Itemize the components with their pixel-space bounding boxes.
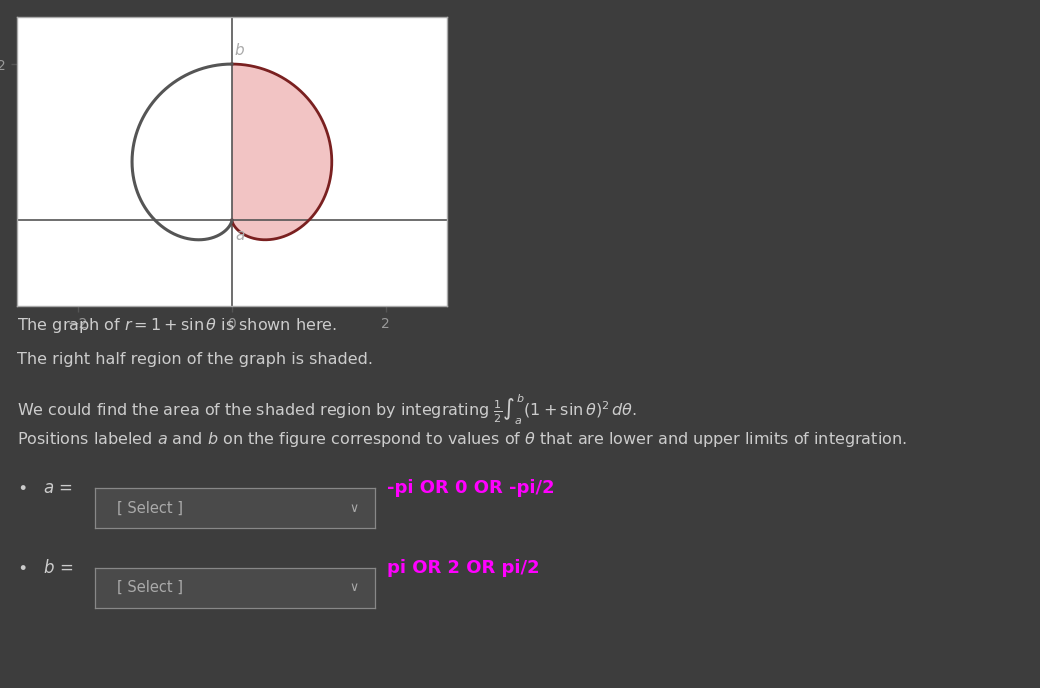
Text: The right half region of the graph is shaded.: The right half region of the graph is sh… [17,352,372,367]
Text: pi OR 2 OR pi/2: pi OR 2 OR pi/2 [387,559,540,577]
Text: $\bullet$   $a$ =: $\bullet$ $a$ = [17,480,73,497]
Text: a: a [235,228,244,244]
Text: [ Select ]: [ Select ] [118,580,183,595]
Text: ∨: ∨ [349,502,359,515]
Text: [ Select ]: [ Select ] [118,501,183,516]
Text: Positions labeled $a$ and $b$ on the figure correspond to values of $\theta$ tha: Positions labeled $a$ and $b$ on the fig… [17,430,907,449]
Polygon shape [232,64,332,240]
Text: $\bullet$   $b$ =: $\bullet$ $b$ = [17,559,73,577]
Text: ∨: ∨ [349,581,359,594]
Text: b: b [235,43,244,58]
Text: The graph of $r = 1 + \sin\theta$ is shown here.: The graph of $r = 1 + \sin\theta$ is sho… [17,316,337,336]
Text: -pi OR 0 OR -pi/2: -pi OR 0 OR -pi/2 [387,480,554,497]
Text: We could find the area of the shaded region by integrating $\frac{1}{2}\int_a^b : We could find the area of the shaded reg… [17,392,636,427]
